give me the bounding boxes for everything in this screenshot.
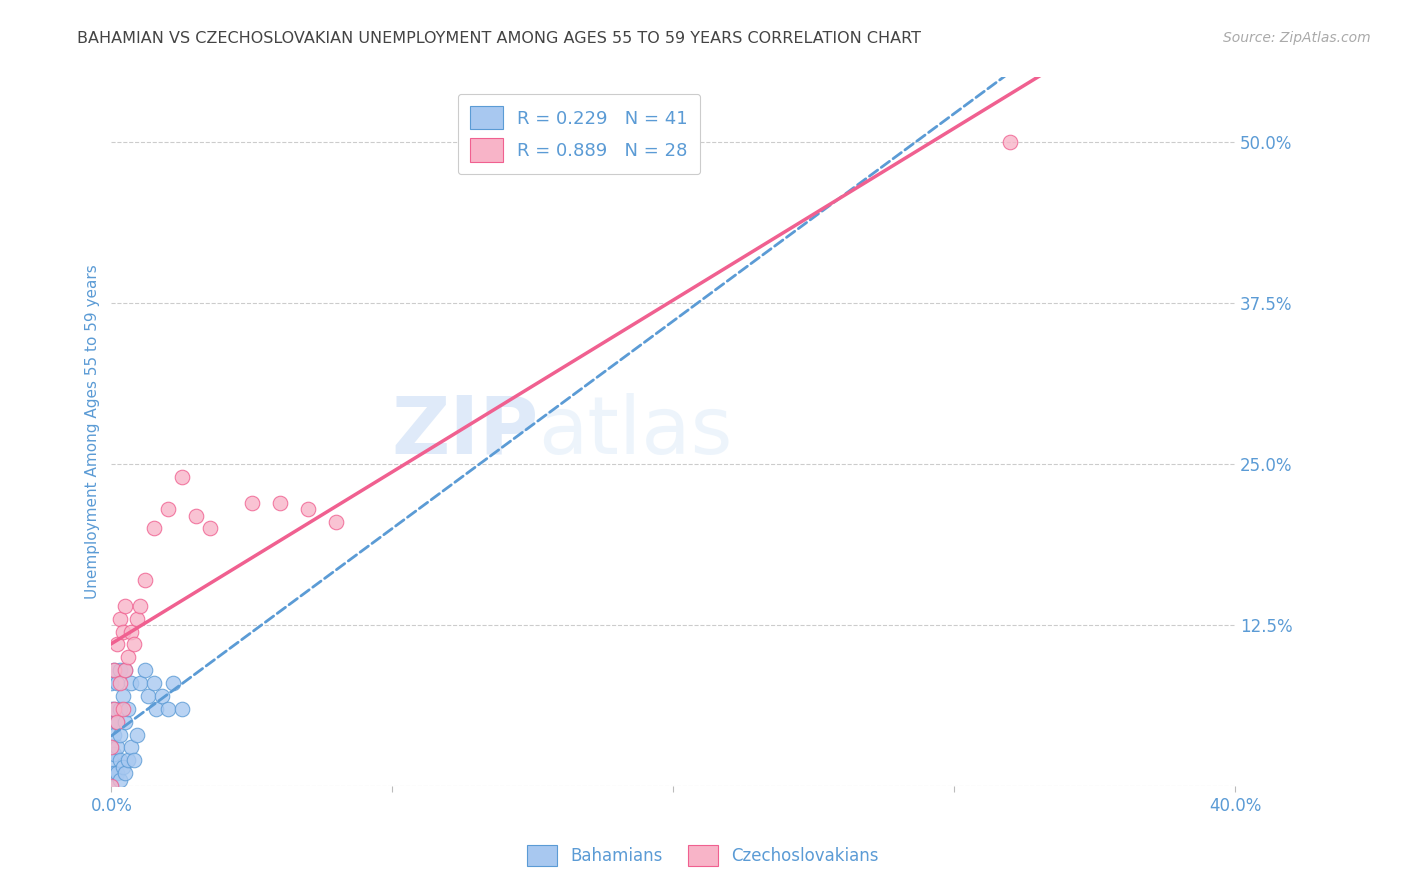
Point [156,702,179,716]
Point [269,496,291,510]
Point [142,521,165,535]
Point [145,702,167,716]
Point [105,766,128,780]
Point [103,702,125,716]
Text: Source: ZipAtlas.com: Source: ZipAtlas.com [1223,31,1371,45]
Point [105,637,128,651]
Point [297,502,319,516]
Point [156,502,179,516]
Point [103,702,125,716]
Point [122,753,145,767]
Text: atlas: atlas [538,392,733,471]
Point [114,714,136,729]
Point [240,496,263,510]
Point [108,702,131,716]
Point [103,747,125,761]
Point [103,663,125,677]
Point [114,766,136,780]
Point [100,779,122,793]
Point [105,740,128,755]
Point [100,702,122,716]
Point [120,624,142,639]
Point [100,779,122,793]
Point [108,772,131,787]
Text: ZIP: ZIP [391,392,538,471]
Point [111,689,134,703]
Point [128,676,150,690]
Point [114,599,136,613]
Y-axis label: Unemployment Among Ages 55 to 59 years: Unemployment Among Ages 55 to 59 years [86,264,100,599]
Point [125,728,148,742]
Point [103,663,125,677]
Point [114,663,136,677]
Point [117,753,139,767]
Point [111,760,134,774]
Point [111,702,134,716]
Point [142,676,165,690]
Point [111,624,134,639]
Point [184,508,207,523]
Point [150,689,173,703]
Point [108,676,131,690]
Point [162,676,184,690]
Point [100,714,122,729]
Point [136,689,159,703]
Point [105,676,128,690]
Legend: Bahamians, Czechoslovakians: Bahamians, Czechoslovakians [520,838,886,873]
Point [117,650,139,665]
Point [103,766,125,780]
Legend: R = 0.229   N = 41, R = 0.889   N = 28: R = 0.229 N = 41, R = 0.889 N = 28 [457,94,700,174]
Point [134,663,156,677]
Point [108,663,131,677]
Point [108,612,131,626]
Text: BAHAMIAN VS CZECHOSLOVAKIAN UNEMPLOYMENT AMONG AGES 55 TO 59 YEARS CORRELATION C: BAHAMIAN VS CZECHOSLOVAKIAN UNEMPLOYMENT… [77,31,921,46]
Point [120,740,142,755]
Point [325,515,347,529]
Point [117,702,139,716]
Point [1000,135,1022,149]
Point [100,766,122,780]
Point [128,599,150,613]
Point [125,612,148,626]
Point [100,740,122,755]
Point [170,470,193,484]
Point [122,637,145,651]
Point [198,521,221,535]
Point [105,714,128,729]
Point [108,728,131,742]
Point [108,753,131,767]
Point [120,676,142,690]
Point [103,728,125,742]
Point [100,676,122,690]
Point [134,573,156,587]
Point [170,702,193,716]
Point [114,663,136,677]
Point [100,753,122,767]
Point [100,740,122,755]
Point [105,714,128,729]
